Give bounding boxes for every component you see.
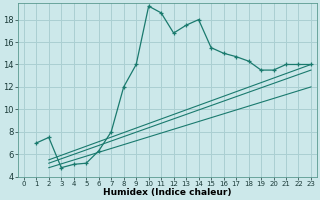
- X-axis label: Humidex (Indice chaleur): Humidex (Indice chaleur): [103, 188, 232, 197]
